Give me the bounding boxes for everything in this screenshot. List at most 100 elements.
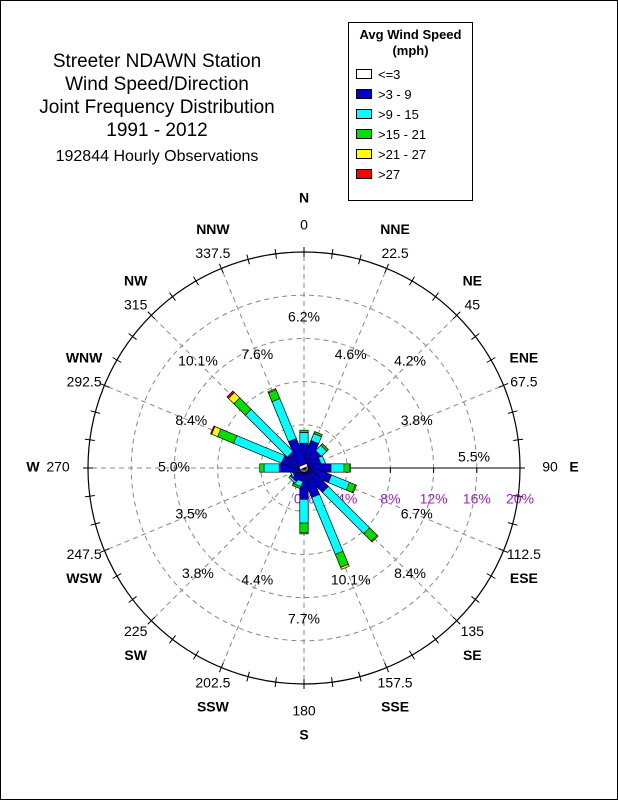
direction-label-sw: SW <box>124 647 147 663</box>
direction-label-e: E <box>569 459 578 475</box>
legend-swatch <box>356 89 372 99</box>
petal-n-segment-2 <box>299 432 309 444</box>
outer-tick-18 <box>452 616 461 625</box>
direction-label-nnw: NNW <box>196 221 230 237</box>
outer-tick-20 <box>409 650 415 660</box>
chart-title-block: Streeter NDAWN Station Wind Speed/Direct… <box>8 50 306 166</box>
legend-item: >21 - 27 <box>349 144 472 164</box>
direction-label-w: W <box>26 459 40 475</box>
petal-wnw-segment-3 <box>217 428 238 444</box>
direction-label-s: S <box>299 727 308 743</box>
chart-title-line-2: Wind Speed/Direction <box>65 74 249 95</box>
direction-frequency-ne: 4.2% <box>394 353 426 369</box>
legend-title-line-2: (mph) <box>392 43 429 58</box>
outer-tick-42 <box>147 311 156 320</box>
direction-degrees-ssw: 202.5 <box>195 675 230 691</box>
direction-degrees-nne: 22.5 <box>381 245 408 261</box>
direction-frequency-wnw: 8.4% <box>175 412 207 428</box>
direction-degrees-s: 180 <box>292 703 316 719</box>
direction-frequency-nw: 10.1% <box>178 353 218 369</box>
radial-axis-label-12: 12% <box>420 491 448 507</box>
outer-tick-17 <box>471 596 480 603</box>
chart-title-line-4: 1991 - 2012 <box>106 120 208 141</box>
direction-frequency-nnw: 7.6% <box>241 346 273 362</box>
outer-tick-21 <box>384 662 390 673</box>
petal-sw-segment-2 <box>288 475 297 484</box>
petal-s-segment-3 <box>299 522 309 534</box>
petal-ese-segment-4 <box>351 484 357 494</box>
direction-label-ne: NE <box>463 272 482 288</box>
legend-label: >15 - 21 <box>378 126 427 142</box>
outer-tick-16 <box>486 573 496 579</box>
legend-title: Avg Wind Speed (mph) <box>349 27 472 59</box>
direction-degrees-wsw: 247.5 <box>67 546 102 562</box>
direction-frequency-nne: 4.6% <box>335 346 367 362</box>
petal-nne-segment-3 <box>313 431 323 438</box>
legend-swatch <box>356 169 372 179</box>
outer-tick-10 <box>507 410 518 414</box>
direction-degrees-wnw: 292.5 <box>67 374 102 390</box>
outer-tick-47 <box>274 248 277 259</box>
legend-label: <=3 <box>378 66 401 82</box>
outer-tick-1 <box>331 248 334 259</box>
outer-tick-26 <box>246 671 250 682</box>
legend: Avg Wind Speed (mph) <=3 >3 - 9 >9 - 15 >15… <box>348 22 473 201</box>
petal-w-segment-3 <box>259 463 265 473</box>
petal-nnw-segment-4 <box>267 388 277 394</box>
outer-tick-46 <box>246 254 250 265</box>
outer-tick-29 <box>169 635 176 644</box>
direction-label-sse: SSE <box>381 699 409 715</box>
legend-item: >3 - 9 <box>349 84 472 104</box>
direction-label-ssw: SSW <box>197 699 230 715</box>
petal-s-segment-4 <box>299 532 309 535</box>
outer-tick-2 <box>358 254 362 265</box>
petal-e-segment-4 <box>349 463 351 473</box>
outer-tick-22 <box>358 671 362 682</box>
legend-swatch <box>356 109 372 119</box>
outer-tick-7 <box>471 333 480 340</box>
direction-label-wsw: WSW <box>66 570 103 586</box>
direction-degrees-sw: 225 <box>124 623 148 639</box>
direction-frequency-n: 6.2% <box>288 309 320 325</box>
outer-tick-3 <box>384 263 390 274</box>
petal-ne-segment-3 <box>320 443 329 452</box>
outer-tick-9 <box>498 382 509 388</box>
direction-degrees-ene: 67.5 <box>510 374 537 390</box>
outer-tick-37 <box>84 438 95 441</box>
petal-e-segment-3 <box>343 463 350 473</box>
direction-degrees-ne: 45 <box>465 296 481 312</box>
direction-degrees-se: 135 <box>461 623 485 639</box>
direction-frequency-w: 5.0% <box>158 459 190 475</box>
outer-tick-23 <box>331 677 334 688</box>
direction-degrees-nnw: 337.5 <box>195 245 230 261</box>
spoke-9 <box>220 467 305 668</box>
outer-tick-5 <box>432 292 439 301</box>
direction-label-ene: ENE <box>509 350 538 366</box>
petal-se-segment-4 <box>370 534 379 543</box>
legend-swatch <box>356 149 372 159</box>
petal-s-segment-2 <box>299 498 309 524</box>
legend-items: <=3 >3 - 9 >9 - 15 >15 - 21 >21 - 27 >27 <box>349 64 472 184</box>
outer-tick-40 <box>112 357 122 363</box>
legend-swatch <box>356 129 372 139</box>
direction-label-nne: NNE <box>380 221 410 237</box>
chart-title-line-1: Streeter NDAWN Station <box>52 51 262 72</box>
direction-frequency-sw: 3.8% <box>182 565 214 581</box>
legend-title-line-1: Avg Wind Speed <box>359 27 462 42</box>
outer-tick-41 <box>128 333 137 340</box>
outer-tick-14 <box>507 522 518 526</box>
outer-tick-28 <box>193 650 199 660</box>
legend-item: >15 - 21 <box>349 124 472 144</box>
petal-n-segment-3 <box>299 429 309 433</box>
outer-tick-31 <box>128 596 137 603</box>
spoke-2 <box>303 314 458 469</box>
legend-label: >21 - 27 <box>378 146 427 162</box>
petal-e-segment-2 <box>330 463 345 473</box>
direction-frequency-ese: 6.7% <box>401 505 433 521</box>
outer-tick-33 <box>99 548 110 554</box>
direction-degrees-ese: 112.5 <box>507 546 541 562</box>
chart-title-line-3: Joint Frequency Distribution <box>39 97 275 118</box>
legend-label: >3 - 9 <box>378 86 412 102</box>
outer-tick-19 <box>432 635 439 644</box>
legend-swatch <box>356 69 372 79</box>
